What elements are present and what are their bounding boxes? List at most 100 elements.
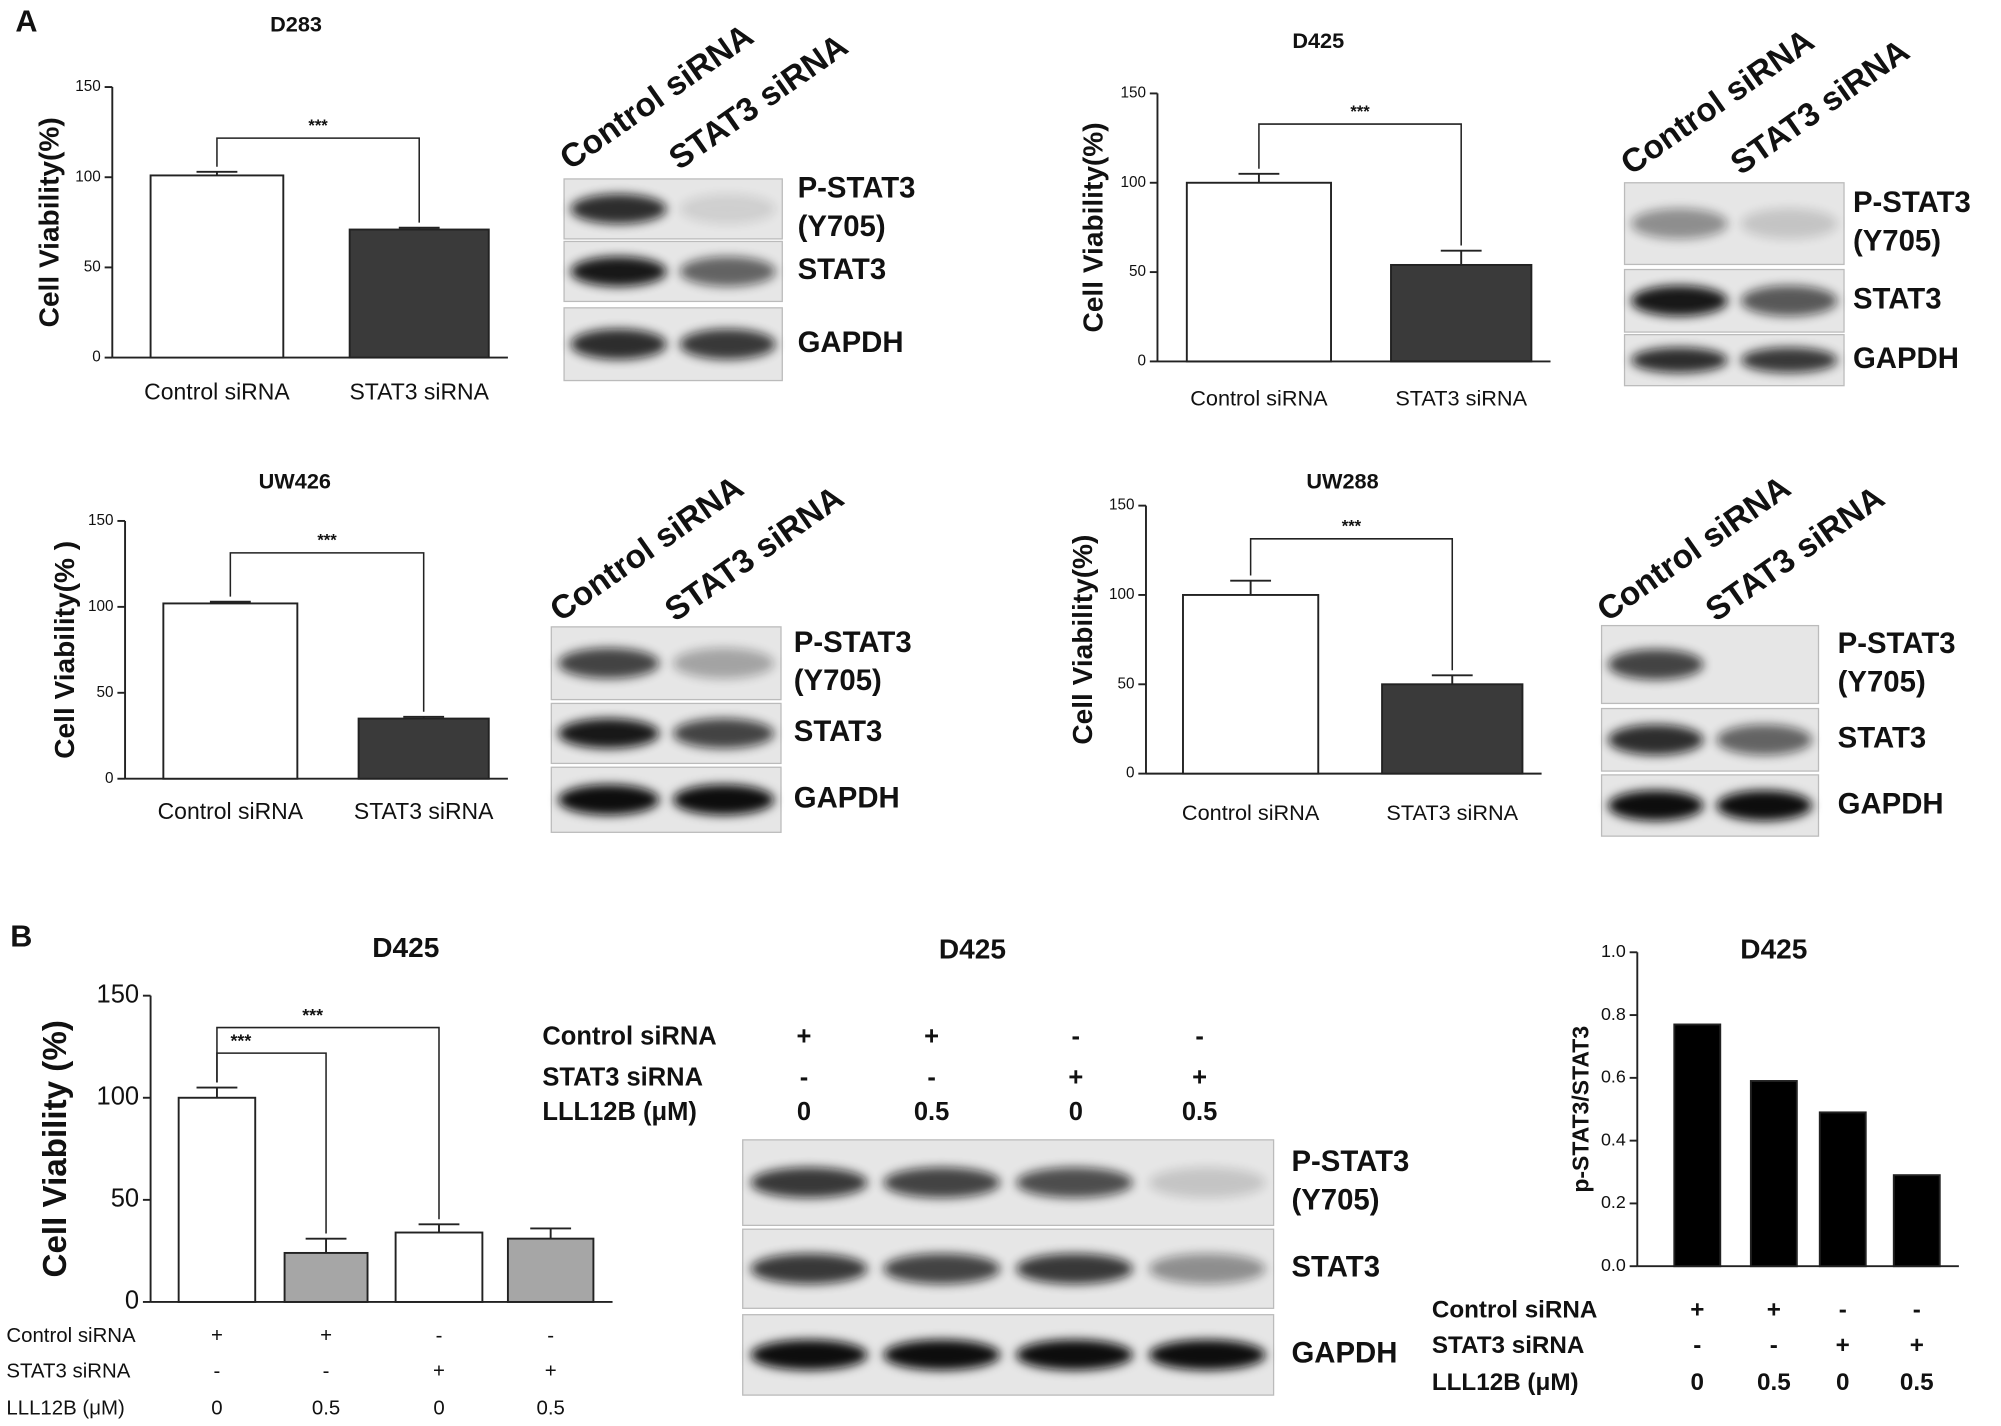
condition-value: +	[211, 1325, 223, 1347]
panel-label: A	[15, 4, 37, 38]
y-tick-label: 0.6	[1601, 1067, 1626, 1087]
y-tick-label: 0.2	[1601, 1192, 1626, 1212]
significance-label: ***	[1350, 102, 1370, 121]
y-tick-label: 0.0	[1601, 1255, 1626, 1275]
y-tick-label: 50	[97, 684, 114, 701]
blot-band	[1148, 1339, 1266, 1371]
condition-value: +	[1192, 1063, 1207, 1091]
blot-band	[883, 1253, 1001, 1285]
condition-value: +	[1836, 1332, 1850, 1359]
condition-value: 0.5	[914, 1098, 949, 1126]
blot-band	[673, 784, 775, 816]
blot-band	[1148, 1167, 1266, 1198]
bar	[506, 1237, 595, 1303]
blot-band	[1608, 790, 1704, 821]
y-tick-label: 50	[1129, 263, 1146, 280]
condition-value: +	[1690, 1296, 1704, 1323]
blot-band	[1016, 1167, 1133, 1198]
significance-bracket	[229, 552, 425, 712]
condition-value: -	[1072, 1023, 1081, 1051]
bar	[1818, 1111, 1867, 1268]
condition-value: +	[320, 1325, 332, 1347]
x-tick-label: STAT3 siRNA	[349, 378, 489, 404]
blot-band	[679, 328, 776, 360]
condition-name: LLL12B (μM)	[542, 1098, 697, 1126]
condition-name: Control siRNA	[1432, 1296, 1598, 1323]
bar	[177, 1096, 257, 1303]
condition-name: LLL12B (μM)	[1432, 1369, 1579, 1396]
y-tick-label: 100	[75, 168, 101, 185]
bar	[1185, 181, 1332, 363]
significance-bracket	[216, 1026, 440, 1220]
x-tick-label: Control siRNA	[144, 378, 290, 404]
y-tick-label: 150	[88, 512, 114, 529]
y-tick-label: 0.4	[1601, 1129, 1626, 1149]
condition-value: 0	[1691, 1369, 1704, 1396]
lane-label: Control siRNA	[1591, 469, 1798, 629]
blot-band	[679, 256, 776, 287]
x-tick-label: Control siRNA	[1190, 385, 1328, 410]
blot-band	[750, 1253, 868, 1285]
y-tick-label: 1.0	[1601, 941, 1626, 961]
blot-band	[1716, 790, 1813, 821]
bar	[357, 717, 490, 780]
significance-label: ***	[308, 116, 328, 135]
y-tick-label: 0	[1137, 352, 1146, 369]
blot-band	[1148, 1253, 1266, 1285]
bar	[1749, 1080, 1798, 1268]
x-tick-label: Control siRNA	[158, 798, 304, 824]
blot-row-label: P-STAT3	[1291, 1145, 1409, 1178]
condition-value: +	[1767, 1296, 1781, 1323]
condition-value: -	[323, 1361, 330, 1383]
blot-band	[1631, 285, 1728, 317]
x-tick-label: STAT3 siRNA	[1386, 800, 1518, 825]
y-tick-label: 100	[97, 1082, 140, 1110]
y-tick-label: 0	[92, 349, 101, 366]
condition-value: +	[1910, 1332, 1924, 1359]
blot-band	[570, 256, 667, 287]
y-tick-label: 0	[125, 1287, 139, 1315]
condition-value: +	[797, 1023, 812, 1051]
blot-band	[570, 328, 667, 360]
panel-label: B	[10, 919, 32, 953]
blot-row-label: P-STAT3	[1853, 186, 1971, 219]
chart-title: UW288	[1306, 468, 1378, 493]
blot-band	[673, 718, 775, 749]
y-axis-label: Cell Viability (%)	[37, 1020, 74, 1277]
blot-band	[1631, 208, 1728, 239]
condition-value: -	[1195, 1023, 1204, 1051]
blot-row-label: GAPDH	[798, 326, 904, 359]
bar	[348, 228, 490, 359]
significance-label: ***	[302, 1005, 323, 1025]
condition-value: -	[927, 1063, 936, 1091]
blot-row-label: STAT3	[798, 253, 887, 286]
chart-title: D425	[1292, 28, 1344, 53]
blot-band	[570, 193, 667, 224]
y-axis-label: p-STAT3/STAT3	[1567, 1026, 1593, 1193]
blot-band	[1716, 724, 1813, 756]
condition-value: 0.5	[1182, 1098, 1217, 1126]
blot-row-label: P-STAT3	[798, 172, 916, 205]
significance-label: ***	[230, 1030, 251, 1050]
y-axis-label: Cell Viability(%)	[33, 117, 64, 327]
y-tick-label: 0.8	[1601, 1004, 1626, 1024]
blot-band	[1740, 347, 1838, 373]
condition-value: 0.5	[312, 1398, 340, 1420]
lane-label: Control siRNA	[544, 469, 751, 629]
blot-row-label: (Y705)	[1291, 1184, 1379, 1217]
blot-row-label: GAPDH	[1291, 1337, 1397, 1370]
bar	[1892, 1174, 1941, 1268]
condition-value: -	[800, 1063, 809, 1091]
y-axis-label: Cell Viability(% )	[49, 541, 80, 759]
chart-title: UW426	[259, 468, 331, 493]
condition-value: 0	[797, 1098, 811, 1126]
blot-row-label: P-STAT3	[794, 626, 912, 659]
blot-row-label: GAPDH	[794, 782, 900, 815]
blot-band	[1740, 285, 1838, 317]
y-tick-label: 50	[84, 258, 101, 275]
blot-band	[1740, 208, 1838, 239]
y-tick-label: 0	[105, 770, 114, 787]
condition-value: +	[545, 1361, 557, 1383]
bar	[162, 602, 299, 780]
condition-name: Control siRNA	[542, 1023, 716, 1051]
